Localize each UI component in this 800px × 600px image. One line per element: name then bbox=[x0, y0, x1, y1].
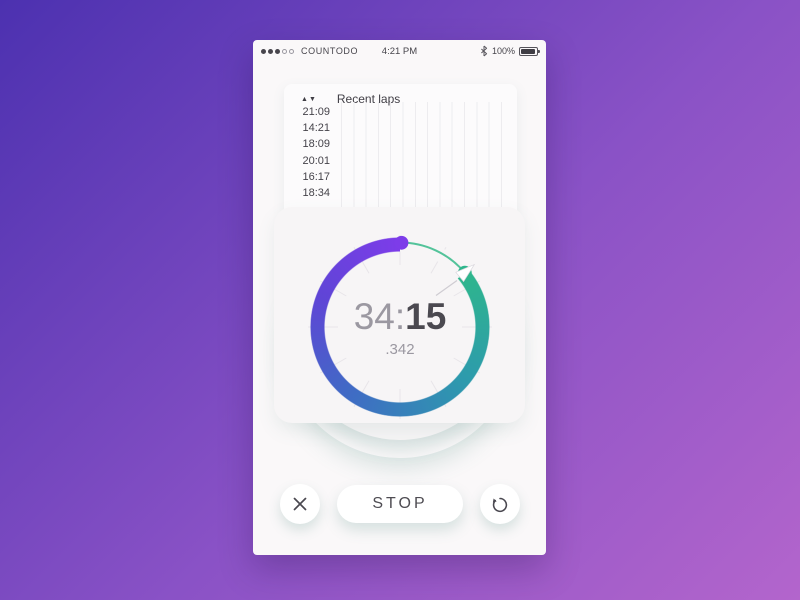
lap-row: 18:34 bbox=[284, 185, 517, 201]
lap-row: 21:09 bbox=[284, 104, 517, 120]
time-seconds: 15 bbox=[405, 296, 447, 337]
time-fraction: .342 bbox=[385, 341, 415, 358]
lap-row: 16:17 bbox=[284, 169, 517, 185]
signal-strength-icon bbox=[261, 48, 294, 54]
lap-time-label: 18:09 bbox=[302, 138, 330, 151]
status-left: COUNTODO bbox=[261, 46, 358, 56]
stop-button[interactable]: STOP bbox=[337, 485, 463, 523]
time-display: 34:15 .342 bbox=[310, 237, 490, 417]
status-bar: COUNTODO 4:21 PM 100% bbox=[253, 40, 546, 62]
sort-toggle[interactable]: ▲▼ bbox=[301, 96, 317, 103]
sort-asc-icon[interactable]: ▲ bbox=[301, 95, 309, 103]
time-main: 34:15 bbox=[354, 298, 447, 335]
lap-row: 20:01 bbox=[284, 153, 517, 169]
close-button[interactable] bbox=[280, 484, 320, 524]
battery-percent-label: 100% bbox=[491, 46, 515, 56]
carrier-label: COUNTODO bbox=[301, 46, 359, 56]
lap-row: 14:21 bbox=[284, 120, 517, 136]
laps-chart: 21:09 14:21 18:09 20:01 16:17 18:34 bbox=[284, 104, 517, 201]
lap-time-label: 14:21 bbox=[302, 122, 330, 135]
lap-time-label: 16:17 bbox=[302, 170, 330, 183]
status-time: 4:21 PM bbox=[381, 45, 418, 57]
sort-desc-icon[interactable]: ▼ bbox=[308, 95, 317, 103]
lap-time-label: 20:01 bbox=[302, 154, 330, 167]
restart-icon bbox=[492, 497, 508, 513]
time-minutes: 34: bbox=[353, 296, 406, 337]
bluetooth-icon bbox=[481, 45, 488, 57]
lap-row: 18:09 bbox=[284, 136, 517, 152]
lap-time-label: 21:09 bbox=[302, 106, 330, 119]
status-right: 100% bbox=[480, 45, 540, 57]
lap-time-label: 18:34 bbox=[302, 187, 330, 200]
battery-icon bbox=[519, 46, 540, 56]
close-icon bbox=[293, 497, 307, 511]
reset-button[interactable] bbox=[480, 484, 520, 524]
